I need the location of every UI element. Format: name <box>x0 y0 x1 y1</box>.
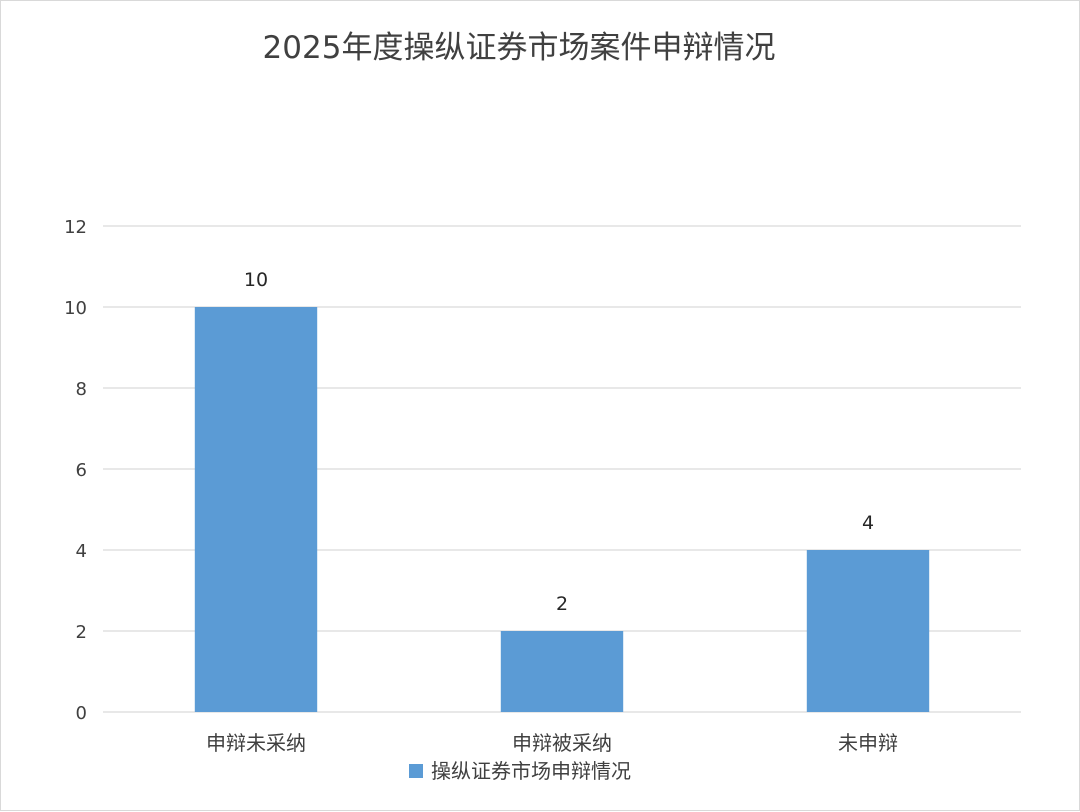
y-tick-label: 10 <box>64 298 87 319</box>
y-tick-label: 12 <box>64 217 87 238</box>
bar-3 <box>806 550 930 712</box>
chart-title: 2025年度操纵证券市场案件申辩情况 <box>263 30 776 66</box>
y-tick-label: 4 <box>76 541 87 562</box>
y-axis-ticks: 0 2 4 6 8 10 12 <box>64 217 87 724</box>
y-tick-label: 8 <box>76 379 87 400</box>
x-category-label: 申辩被采纳 <box>512 731 612 755</box>
data-labels: 10 2 4 <box>244 269 874 615</box>
bars <box>194 307 930 712</box>
data-label: 2 <box>556 593 568 615</box>
data-label: 4 <box>862 512 874 534</box>
bar-2 <box>500 631 624 712</box>
x-category-label: 未申辩 <box>838 731 898 755</box>
legend: 操纵证券市场申辩情况 <box>409 759 631 783</box>
y-tick-label: 0 <box>76 703 87 724</box>
legend-swatch <box>409 764 423 778</box>
bar-1 <box>194 307 318 712</box>
y-tick-label: 2 <box>76 622 87 643</box>
x-axis-categories: 申辩未采纳 申辩被采纳 未申辩 <box>206 731 898 755</box>
data-label: 10 <box>244 269 268 291</box>
y-tick-label: 6 <box>76 460 87 481</box>
x-category-label: 申辩未采纳 <box>206 731 306 755</box>
legend-label: 操纵证券市场申辩情况 <box>431 759 631 783</box>
